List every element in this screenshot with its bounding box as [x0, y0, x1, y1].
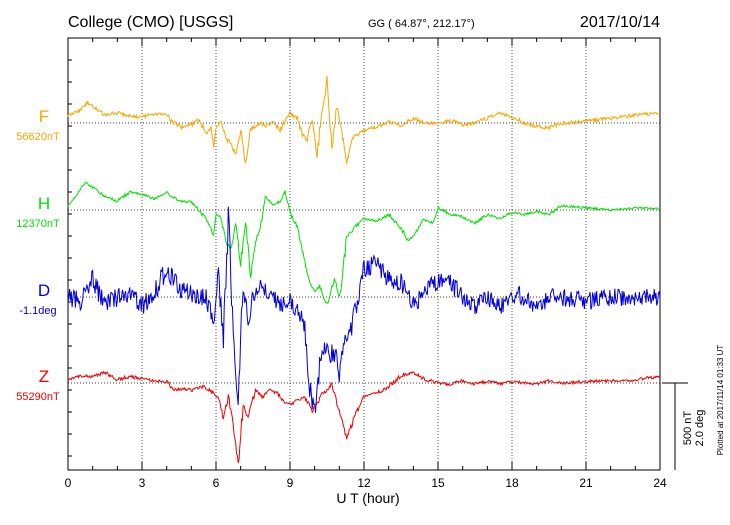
baseline-value-h: 12370nT [16, 218, 60, 230]
x-tick-label: 24 [653, 476, 667, 490]
series-line-f [67, 75, 661, 164]
series-group [67, 75, 661, 464]
grid-lines [141, 38, 587, 470]
baseline-value-z: 55290nT [16, 391, 60, 403]
geo-coords: GG ( 64.87°, 212.17°) [368, 18, 475, 30]
x-ticks: 0 3 6 9 12 15 18 21 24 [65, 38, 667, 490]
x-tick-label: 3 [139, 476, 146, 490]
x-tick-label: 15 [431, 476, 445, 490]
baseline-value-f: 56620nT [16, 131, 60, 143]
x-axis-label: U T (hour) [336, 490, 399, 506]
date-label: 2017/10/14 [580, 14, 660, 31]
series-line-h [67, 181, 661, 305]
series-label-h: H [38, 194, 50, 213]
x-tick-label: 9 [287, 476, 294, 490]
scale-deg: 2.0 deg [694, 410, 706, 447]
x-tick-label: 21 [579, 476, 593, 490]
x-tick-label: 12 [357, 476, 371, 490]
baseline-value-d: -1.1deg [19, 305, 56, 317]
station-title: College (CMO) [USGS] [68, 14, 233, 31]
series-label-f: F [39, 107, 49, 126]
x-tick-label: 18 [505, 476, 519, 490]
scale-nt: 500 nT [682, 411, 694, 446]
x-tick-label: 6 [213, 476, 220, 490]
plotted-timestamp: Plotted at 2017/11/14 01:33 UT [716, 345, 725, 456]
series-line-d [67, 206, 661, 413]
series-label-z: Z [39, 367, 49, 386]
series-label-d: D [38, 281, 50, 300]
x-tick-label: 0 [65, 476, 72, 490]
series-labels: F 56620nT H 12370nT D -1.1deg Z 55290nT [16, 107, 60, 403]
series-line-z [67, 370, 661, 464]
